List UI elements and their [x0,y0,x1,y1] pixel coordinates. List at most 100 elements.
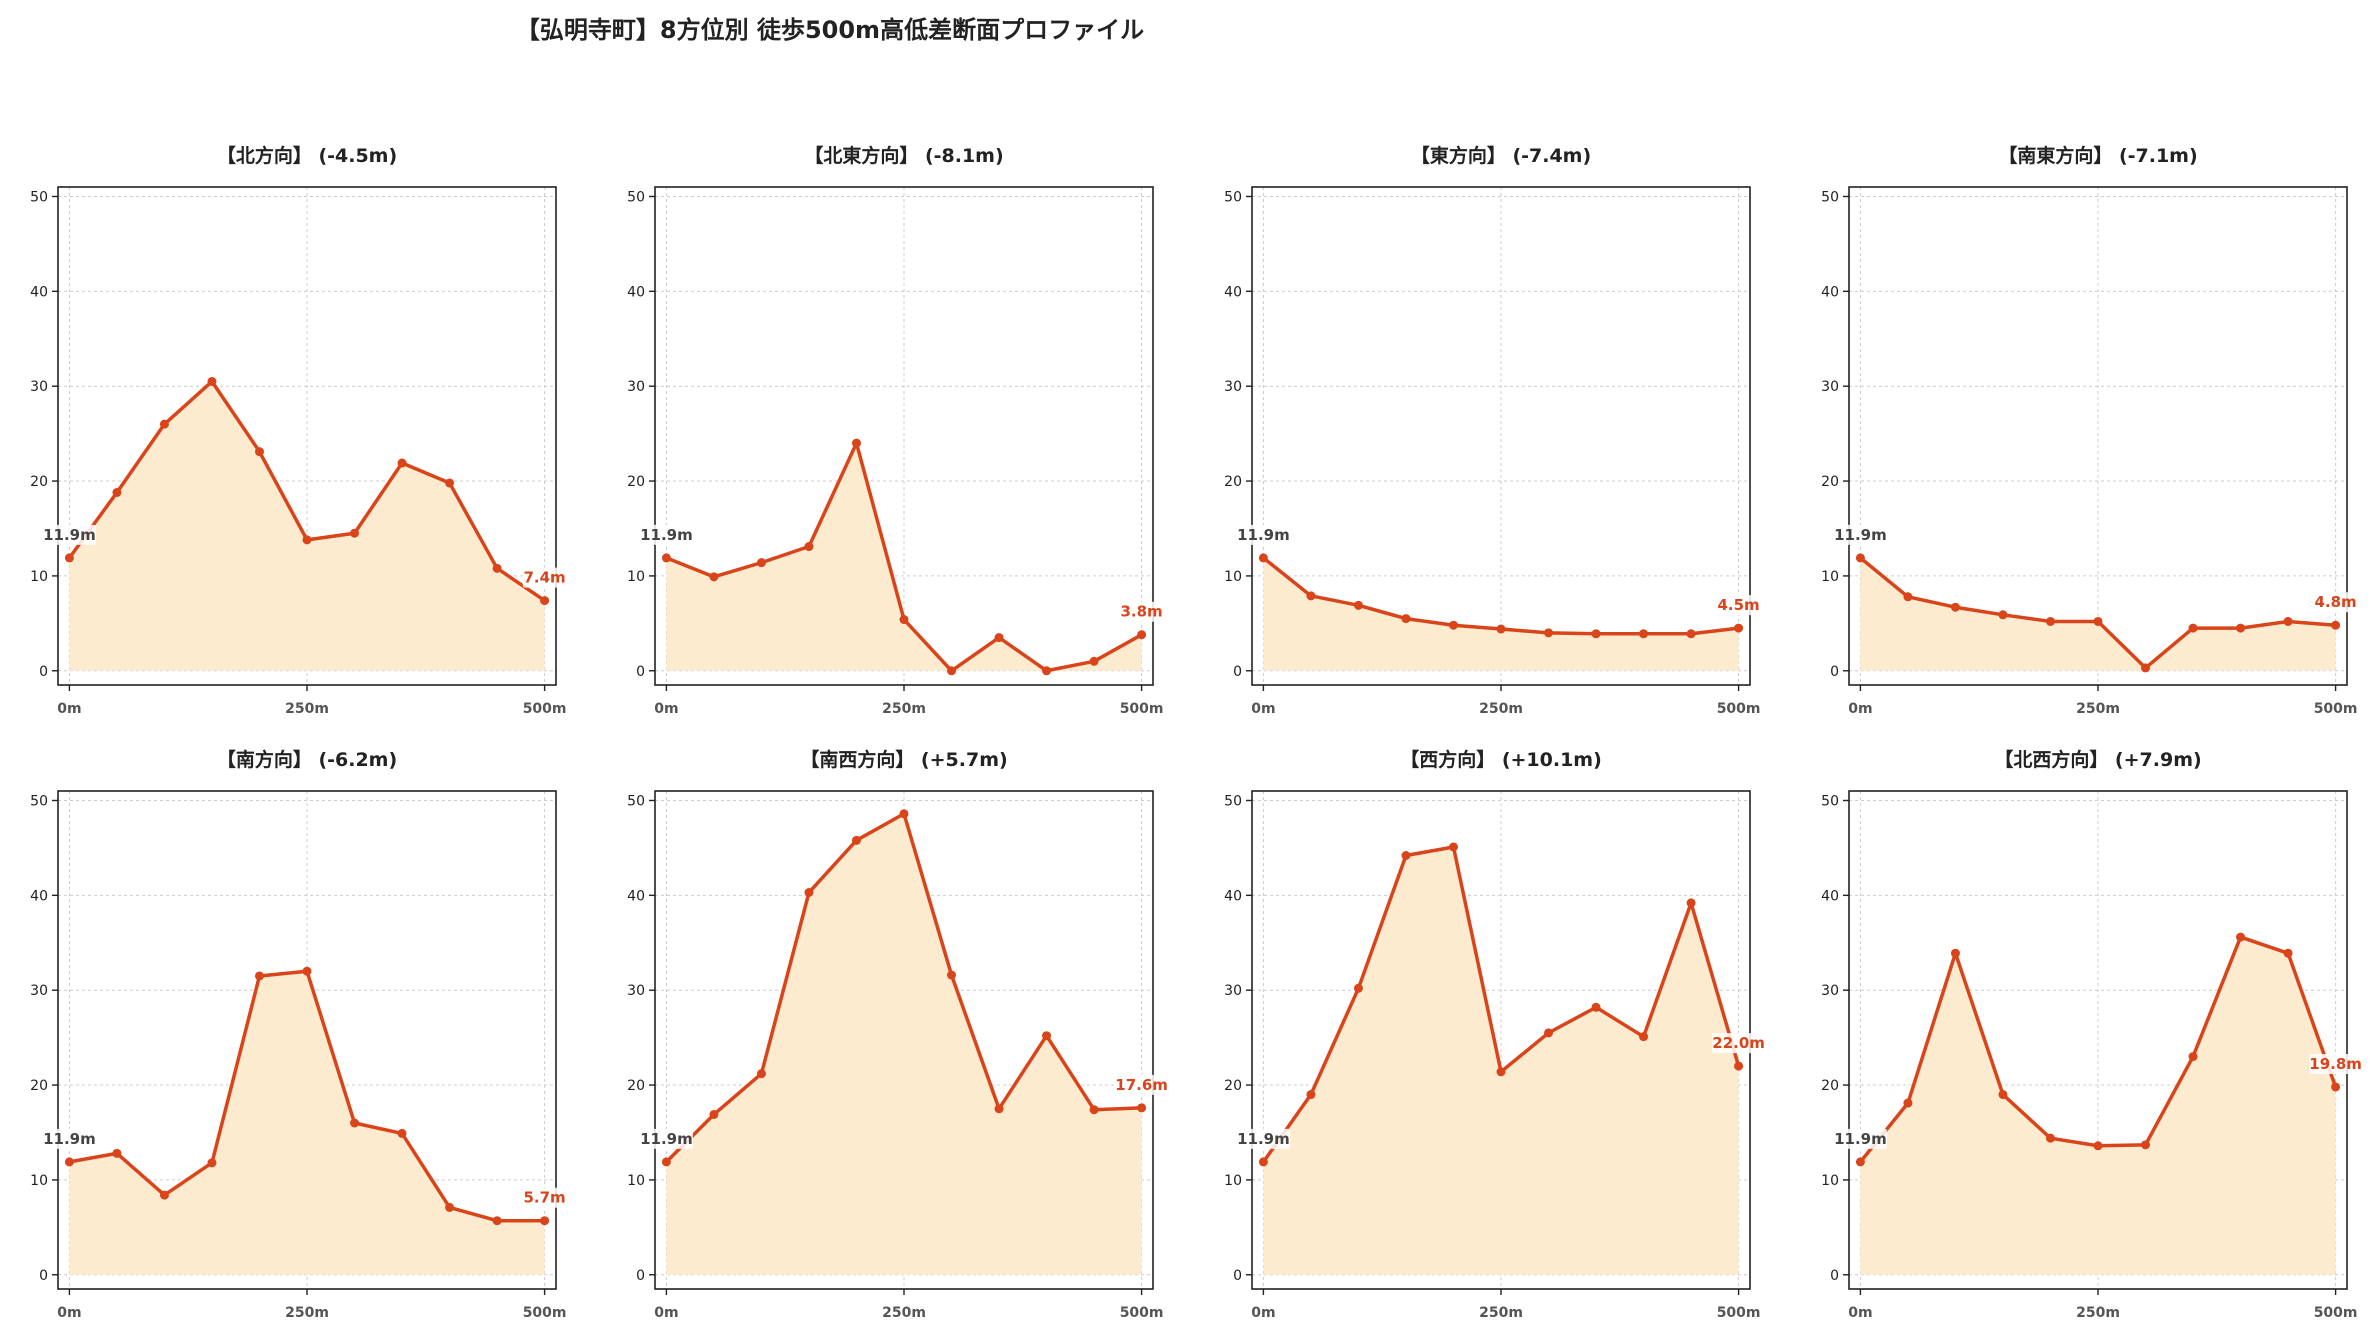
y-tick-label: 10 [627,1173,645,1189]
y-tick-label: 30 [1224,379,1242,395]
elevation-point [159,1190,169,1200]
elevation-point [1686,629,1696,639]
y-tick-label: 50 [30,189,48,205]
y-tick-label: 0 [1233,1268,1242,1284]
y-tick-label: 0 [1830,1268,1839,1284]
elevation-point [2188,623,2198,633]
y-tick-label: 30 [30,379,48,395]
elevation-point [1401,614,1411,624]
y-tick-label: 10 [30,569,48,585]
elevation-point [1734,623,1744,633]
elevation-point [1137,1103,1147,1113]
x-tick-label: 0m [1848,701,1872,717]
elevation-point [756,558,766,568]
elevation-point [804,542,814,552]
elevation-point [1639,1032,1649,1042]
elevation-point [1903,592,1913,602]
elevation-point [112,1148,122,1158]
elevation-point [1544,628,1554,638]
panel-title: 【南東方向】 (-7.1m) [1998,144,2197,167]
elevation-point [1855,1157,1865,1167]
elevation-point [1401,851,1411,861]
elevation-point [1950,948,1960,958]
start-elevation-label: 11.9m [639,524,693,545]
x-tick-label: 250m [2076,1305,2120,1321]
y-tick-label: 50 [627,189,645,205]
y-tick-label: 30 [30,983,48,999]
elevation-point [397,1128,407,1138]
elevation-point [302,966,312,976]
elevation-point [1998,1090,2008,1100]
y-tick-label: 20 [627,474,645,490]
x-tick-label: 500m [1717,701,1761,717]
y-tick-label: 20 [1224,474,1242,490]
elevation-point [1089,1105,1099,1115]
elevation-point [1591,629,1601,639]
elevation-point [661,1157,671,1167]
elevation-area [1860,557,2336,671]
elevation-point [254,447,264,457]
x-tick-label: 250m [882,701,926,717]
end-elevation-label: 4.5m [1716,595,1761,616]
y-tick-label: 50 [1821,189,1839,205]
end-elevation-label: 17.6m [1115,1074,1169,1095]
elevation-point [350,528,360,538]
elevation-point [1353,983,1363,993]
elevation-point [1544,1028,1554,1038]
start-elevation-label: 11.9m [1833,1128,1887,1149]
start-elevation-label: 11.9m [1236,524,1290,545]
elevation-point [2331,620,2341,630]
y-tick-label: 50 [1224,189,1242,205]
x-tick-label: 500m [523,1305,567,1321]
svg-text:11.9m: 11.9m [1237,526,1290,544]
end-elevation-label: 7.4m [522,567,567,588]
x-tick-label: 250m [2076,701,2120,717]
svg-text:3.8m: 3.8m [1120,603,1162,621]
elevation-point [851,438,861,448]
elevation-point [492,563,502,573]
x-tick-label: 500m [1120,701,1164,717]
elevation-point [350,1118,360,1128]
elevation-point [445,478,455,488]
panel-title: 【西方向】 (+10.1m) [1400,748,1602,771]
elevation-point [947,970,957,980]
start-elevation-label: 11.9m [42,1128,96,1149]
y-tick-label: 20 [1224,1078,1242,1094]
elevation-point [64,1157,74,1167]
elevation-point [804,887,814,897]
elevation-point [2045,616,2055,626]
elevation-point [1686,898,1696,908]
elevation-point [254,971,264,981]
start-elevation-label: 11.9m [639,1128,693,1149]
panel-title: 【北方向】 (-4.5m) [217,144,397,167]
y-tick-label: 0 [1233,664,1242,680]
y-tick-label: 50 [1821,793,1839,809]
elevation-point [1258,1157,1268,1167]
x-tick-label: 500m [2314,701,2358,717]
elevation-point [159,419,169,429]
svg-text:19.8m: 19.8m [2309,1055,2362,1073]
end-elevation-label: 3.8m [1119,601,1164,622]
x-tick-label: 0m [57,701,81,717]
x-tick-label: 250m [285,701,329,717]
y-tick-label: 50 [627,793,645,809]
end-elevation-label: 19.8m [2309,1053,2363,1074]
elevation-area [1860,937,2336,1275]
y-tick-label: 0 [636,1268,645,1284]
elevation-point [540,1216,550,1226]
y-tick-label: 40 [1224,284,1242,300]
y-tick-label: 50 [1224,793,1242,809]
elevation-point [994,1104,1004,1114]
svg-text:4.5m: 4.5m [1717,596,1759,614]
svg-text:11.9m: 11.9m [1237,1130,1290,1148]
y-tick-label: 30 [627,379,645,395]
svg-text:11.9m: 11.9m [1834,1130,1887,1148]
svg-text:11.9m: 11.9m [640,526,693,544]
y-tick-label: 30 [1821,983,1839,999]
y-tick-label: 0 [636,664,645,680]
elevation-point [1496,624,1506,634]
